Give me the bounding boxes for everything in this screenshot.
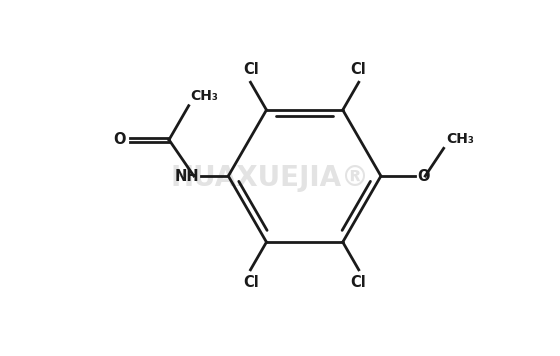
Text: Cl: Cl xyxy=(350,62,366,77)
Text: NH: NH xyxy=(174,168,199,184)
Text: O: O xyxy=(417,168,430,184)
Text: HUAXUEJIA®: HUAXUEJIA® xyxy=(171,164,370,193)
Text: CH₃: CH₃ xyxy=(190,89,218,103)
Text: O: O xyxy=(113,132,125,147)
Text: Cl: Cl xyxy=(244,275,259,290)
Text: Cl: Cl xyxy=(350,275,366,290)
Text: Cl: Cl xyxy=(244,62,259,77)
Text: CH₃: CH₃ xyxy=(446,132,474,146)
